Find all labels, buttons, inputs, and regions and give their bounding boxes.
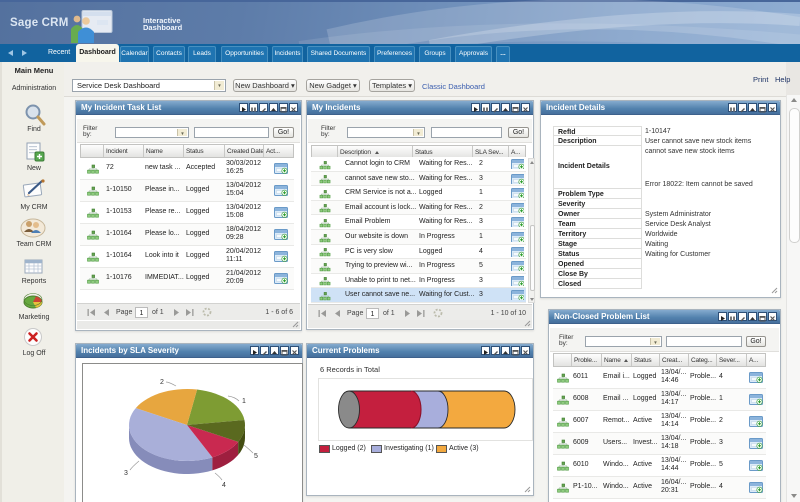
svg-text:5: 5 [254, 453, 258, 460]
svg-text:1: 1 [242, 398, 246, 405]
svg-text:2: 2 [160, 379, 164, 386]
svg-text:3: 3 [124, 470, 128, 477]
svg-text:4: 4 [222, 482, 226, 489]
